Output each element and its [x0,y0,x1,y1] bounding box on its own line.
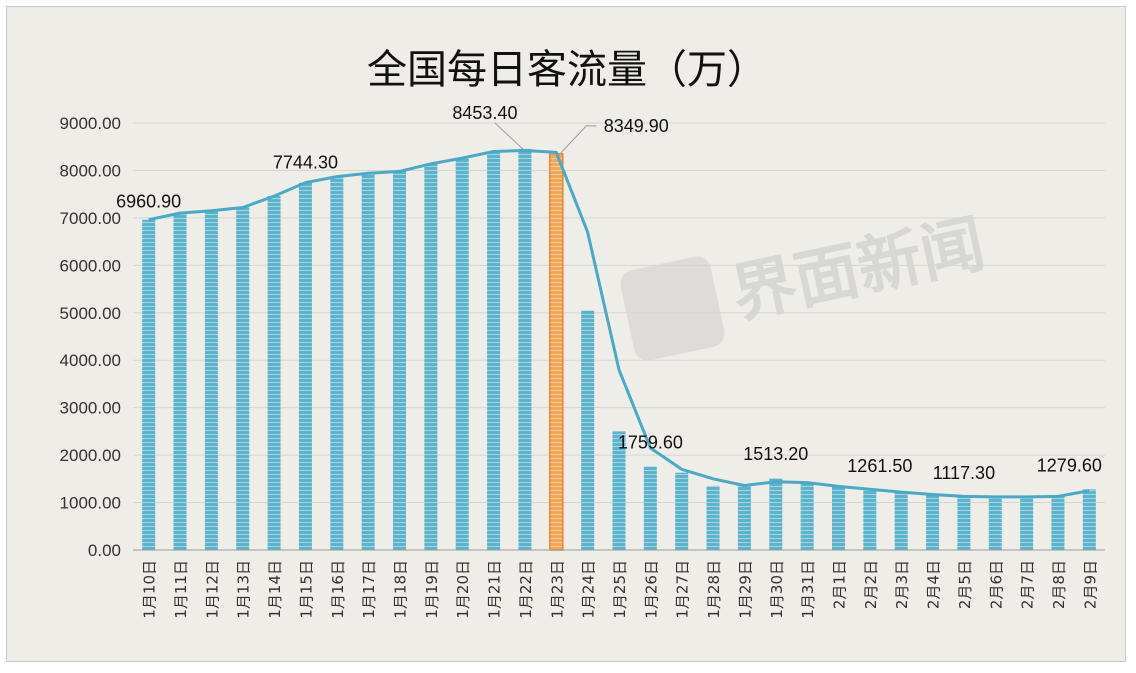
y-tick-label: 7000.00 [60,209,121,228]
bar [612,431,626,550]
data-label: 1279.60 [1037,455,1102,475]
x-tick-label: 1月21日 [486,560,504,619]
x-tick-label: 2月4日 [925,560,943,609]
bar [1051,495,1065,550]
x-tick-label: 1月16日 [329,560,347,619]
bar [800,483,814,550]
data-label-leader [494,122,526,152]
x-tick-label: 2月6日 [987,560,1005,609]
x-tick-label: 2月2日 [862,560,880,609]
x-tick-label: 1月27日 [674,560,692,619]
bar [236,207,250,550]
y-tick-label: 6000.00 [60,256,121,275]
x-tick-label: 1月14日 [266,560,284,619]
x-tick-label: 1月23日 [548,560,566,619]
x-tick-label: 1月26日 [642,560,660,619]
bar [988,496,1002,550]
y-tick-label: 3000.00 [60,399,121,418]
grid-lines [133,122,1105,551]
bar [957,496,971,550]
chart-svg: 全国每日客流量（万） 界面新闻 0.00 1000.00 2000.00 3000.0… [60,47,1105,619]
y-tick-label: 8000.00 [60,161,121,180]
data-label: 1759.60 [618,433,683,453]
x-tick-label: 1月10日 [141,560,159,619]
x-tick-label: 1月17日 [360,560,378,619]
bar [581,310,595,550]
data-label: 8453.40 [452,103,517,123]
data-label: 1261.50 [847,456,912,476]
x-tick-label: 2月1日 [830,560,848,609]
bar [894,492,908,550]
x-tick-label: 1月24日 [580,560,598,619]
bar [173,213,187,550]
chart-title: 全国每日客流量（万） [367,47,767,93]
chart-frame: 全国每日客流量（万） 界面新闻 0.00 1000.00 2000.00 3000.0… [6,6,1126,662]
x-tick-label: 1月30日 [768,560,786,619]
bar [330,176,344,550]
bars [142,148,1096,551]
x-tick-label: 1月31日 [799,560,817,619]
y-tick-label: 0.00 [88,541,121,560]
x-axis: 1月10日 1月11日 1月12日 1月13日 1月14日 1月15日 1月16日 1月17日… [133,549,1105,619]
x-tick-label: 1月11日 [172,560,190,619]
trend-line [148,149,1090,499]
bar [643,466,657,550]
data-label-leader [555,125,597,159]
bar [267,196,281,550]
x-tick-label: 2月5日 [956,560,974,609]
bar [1082,489,1096,550]
bar [1020,496,1034,550]
bar [142,219,156,551]
y-tick-label: 5000.00 [60,304,121,323]
watermark-text: 界面新闻 [726,207,992,333]
y-tick-label: 2000.00 [60,446,121,465]
bar [204,210,218,550]
bar [737,484,751,550]
bar [393,171,407,551]
bar [831,486,845,550]
x-tick-label: 1月12日 [203,560,221,619]
x-tick-label: 2月8日 [1050,560,1068,609]
watermark-logo-mark [620,256,725,361]
bar [487,151,501,550]
bar [361,173,375,550]
watermark-logo: 界面新闻 [620,207,992,361]
bar [518,148,532,550]
bar [298,182,312,550]
x-tick-label: 1月13日 [235,560,253,619]
data-label: 6960.90 [116,192,181,212]
data-label: 8349.90 [604,116,669,136]
bar [549,153,564,551]
x-tick-label: 1月18日 [392,560,410,619]
bar [706,485,720,550]
data-label: 1513.20 [743,444,808,464]
x-tick-label: 1月28日 [705,560,723,619]
data-labels: 6960.90 7744.30 8453.40 8349.90 1759.60 1513.… [116,103,1102,483]
y-tick-label: 4000.00 [60,351,121,370]
trend-line-path [148,149,1090,499]
y-tick-label: 1000.00 [60,494,121,513]
bar [424,163,438,550]
x-tick-label: 2月3日 [893,560,911,609]
x-tick-label: 2月9日 [1081,560,1099,609]
x-tick-label: 1月25日 [611,560,629,619]
bar [926,494,940,550]
x-tick-label: 1月19日 [423,560,441,619]
bar [769,478,783,550]
x-tick-label: 1月29日 [736,560,754,619]
x-tick-label: 2月7日 [1019,560,1037,609]
bar [455,158,469,550]
x-tick-label: 1月20日 [454,560,472,619]
y-axis: 0.00 1000.00 2000.00 3000.00 4000.00 5000.00 6… [60,114,121,560]
data-label: 7744.30 [273,153,338,173]
bar [675,472,689,550]
x-tick-label: 1月22日 [517,560,535,619]
x-tick-label: 1月15日 [297,560,315,619]
bar [863,490,877,550]
y-tick-label: 9000.00 [60,114,121,133]
data-label: 1117.30 [933,463,995,483]
